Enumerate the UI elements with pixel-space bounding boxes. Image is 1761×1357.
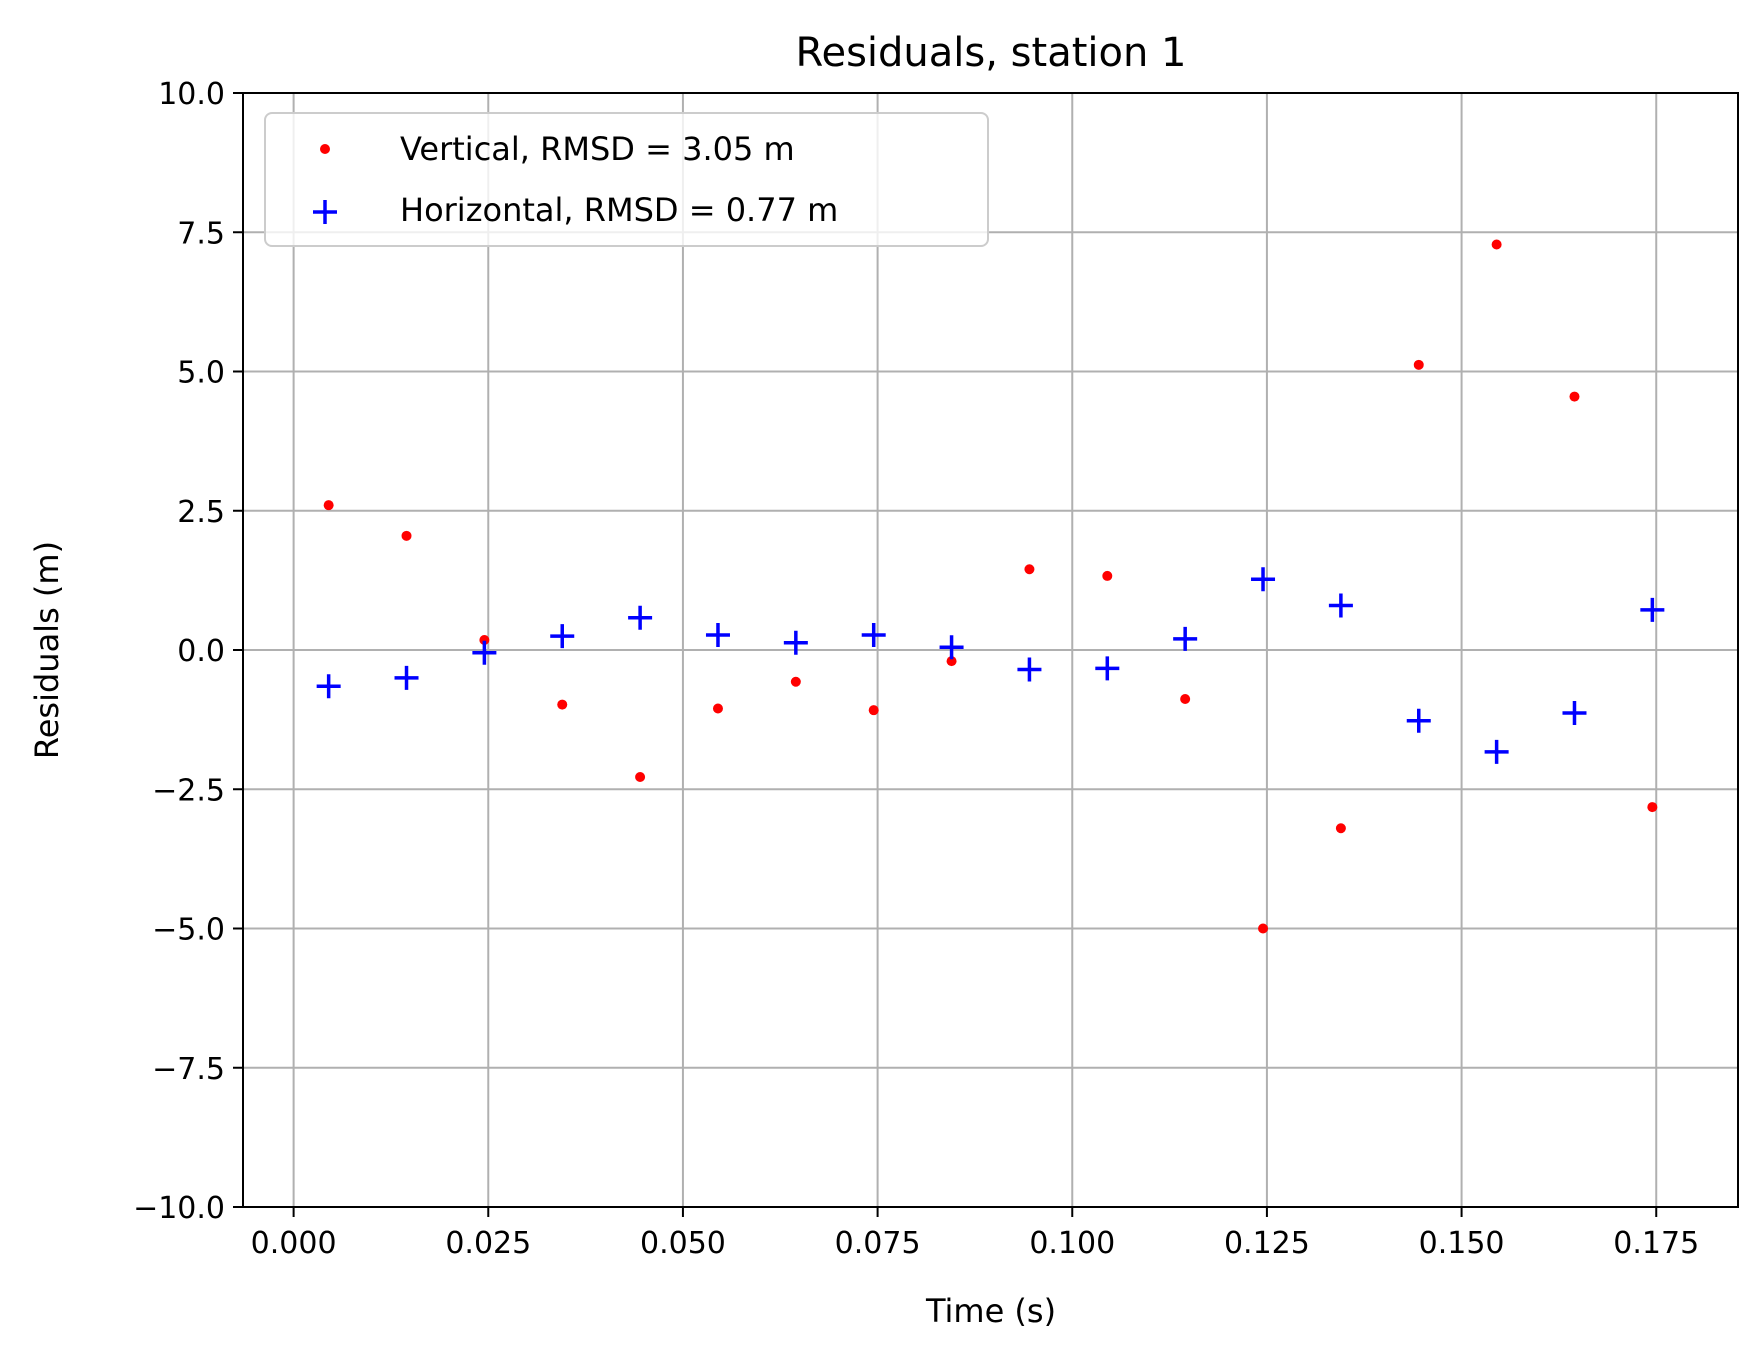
- chart-title: Residuals, station 1: [795, 30, 1186, 76]
- y-tick-label: −2.5: [152, 773, 225, 808]
- vertical-residual-point: [1335, 823, 1346, 834]
- x-tick-label: 0.050: [640, 1226, 726, 1261]
- horizontal-residual-point: [1640, 597, 1665, 622]
- y-tick-label: 10.0: [158, 77, 225, 112]
- horizontal-residual-point: [1251, 567, 1276, 592]
- y-tick-label: −10.0: [133, 1191, 225, 1226]
- x-axis-label: Time (s): [925, 1292, 1056, 1330]
- vertical-residual-point: [868, 705, 879, 716]
- vertical-residual-point: [946, 656, 957, 667]
- vertical-residual-point: [1491, 239, 1502, 250]
- vertical-residual-point: [635, 771, 646, 782]
- horizontal-residual-point: [394, 665, 419, 690]
- horizontal-residual-point: [472, 640, 497, 665]
- data-points: [316, 239, 1665, 934]
- horizontal-residual-point: [1095, 656, 1120, 681]
- x-tick-label: 0.175: [1613, 1226, 1699, 1261]
- vertical-residual-point: [1569, 391, 1580, 402]
- vertical-residual-point: [712, 703, 723, 714]
- horizontal-residual-point: [628, 605, 653, 630]
- legend-marker-vertical: [320, 144, 330, 154]
- vertical-residual-point: [1413, 359, 1424, 370]
- legend-box: [264, 112, 989, 247]
- vertical-residual-point: [1180, 694, 1191, 705]
- legend-label-vertical: Vertical, RMSD = 3.05 m: [400, 130, 795, 168]
- x-tick-label: 0.025: [445, 1226, 531, 1261]
- horizontal-residual-point: [1406, 708, 1431, 733]
- vertical-residual-point: [323, 500, 334, 511]
- vertical-residual-point: [1258, 923, 1269, 934]
- horizontal-residual-point: [550, 624, 575, 649]
- horizontal-residual-point: [783, 630, 808, 655]
- horizontal-residual-point: [1017, 657, 1042, 682]
- y-axis-label: Residuals (m): [28, 541, 66, 759]
- legend-label-horizontal: Horizontal, RMSD = 0.77 m: [400, 191, 838, 229]
- vertical-residual-point: [790, 676, 801, 687]
- horizontal-residual-point: [1328, 593, 1353, 618]
- horizontal-residual-point: [1484, 739, 1509, 764]
- y-tick-label: 0.0: [177, 634, 225, 669]
- horizontal-residual-point: [1173, 626, 1198, 651]
- y-tick-label: 7.5: [177, 216, 225, 251]
- vertical-residual-point: [557, 699, 568, 710]
- x-tick-label: 0.150: [1419, 1226, 1505, 1261]
- horizontal-residual-point: [861, 622, 886, 647]
- horizontal-residual-point: [939, 635, 964, 660]
- y-tick-label: −7.5: [152, 1052, 225, 1087]
- vertical-residual-point: [1647, 802, 1658, 813]
- horizontal-residual-point: [316, 674, 341, 699]
- y-tick-label: 5.0: [177, 356, 225, 391]
- y-tick-label: −5.0: [152, 913, 225, 948]
- vertical-residual-point: [401, 530, 412, 541]
- x-tick-label: 0.100: [1029, 1226, 1115, 1261]
- x-tick-label: 0.075: [835, 1226, 921, 1261]
- vertical-residual-point: [1102, 570, 1113, 581]
- horizontal-residual-point: [705, 622, 730, 647]
- y-tick-label: 2.5: [177, 495, 225, 530]
- horizontal-residual-point: [1562, 700, 1587, 725]
- vertical-residual-point: [1024, 564, 1035, 575]
- legend-marker-horizontal: [313, 200, 337, 224]
- x-tick-label: 0.000: [251, 1226, 337, 1261]
- vertical-residual-point: [479, 634, 490, 645]
- legend: Vertical, RMSD = 3.05 m Horizontal, RMSD…: [264, 112, 989, 247]
- x-tick-label: 0.125: [1224, 1226, 1310, 1261]
- axis-ticks: 0.000 0.025 0.050 0.075 0.100 0.125 0.150 0.175…: [133, 77, 1699, 1261]
